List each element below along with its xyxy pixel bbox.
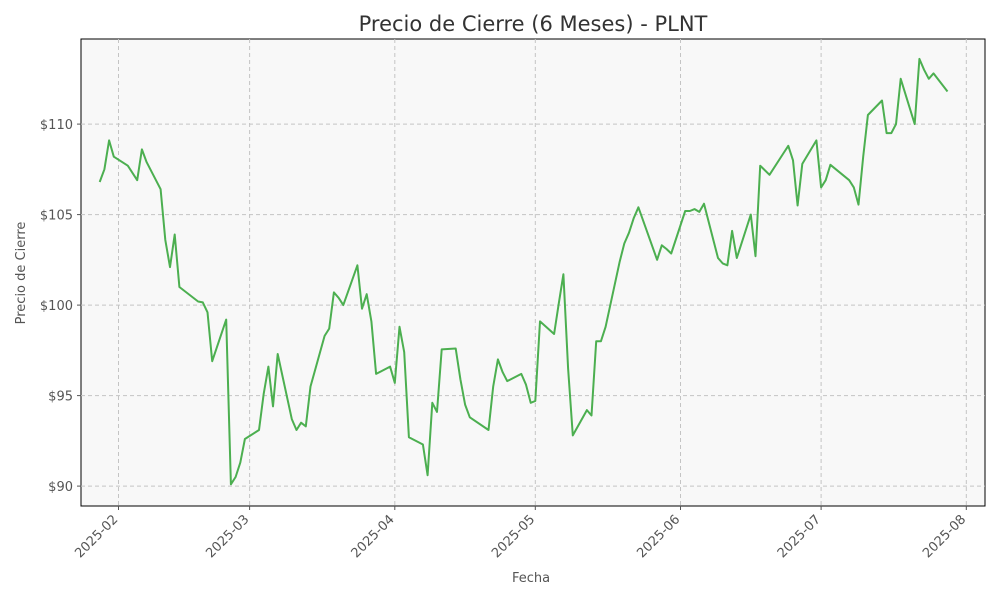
x-tick-label: 2025-07	[775, 512, 824, 561]
series-layer	[98, 57, 949, 486]
y-axis-label: Precio de Cierre	[14, 222, 29, 325]
x-axis-label: Fecha	[512, 571, 550, 586]
series-line	[98, 57, 949, 486]
x-tick-label: 2025-06	[634, 512, 683, 561]
y-tick-label: $105	[40, 209, 73, 224]
x-tick-label: 2025-02	[72, 512, 121, 561]
y-tick-label: $100	[40, 299, 73, 314]
x-tick-label: 2025-04	[349, 512, 398, 561]
x-tick-label: 2025-08	[920, 512, 969, 561]
grid-layer	[81, 39, 985, 506]
chart-title: Precio de Cierre (6 Meses) - PLNT	[359, 12, 708, 36]
y-tick-label: $95	[48, 390, 73, 405]
x-tick-label: 2025-05	[489, 512, 538, 561]
plot-area	[80, 38, 986, 507]
y-tick-label: $90	[48, 480, 73, 495]
x-tick-label: 2025-03	[203, 512, 252, 561]
y-tick-label: $110	[40, 118, 73, 133]
